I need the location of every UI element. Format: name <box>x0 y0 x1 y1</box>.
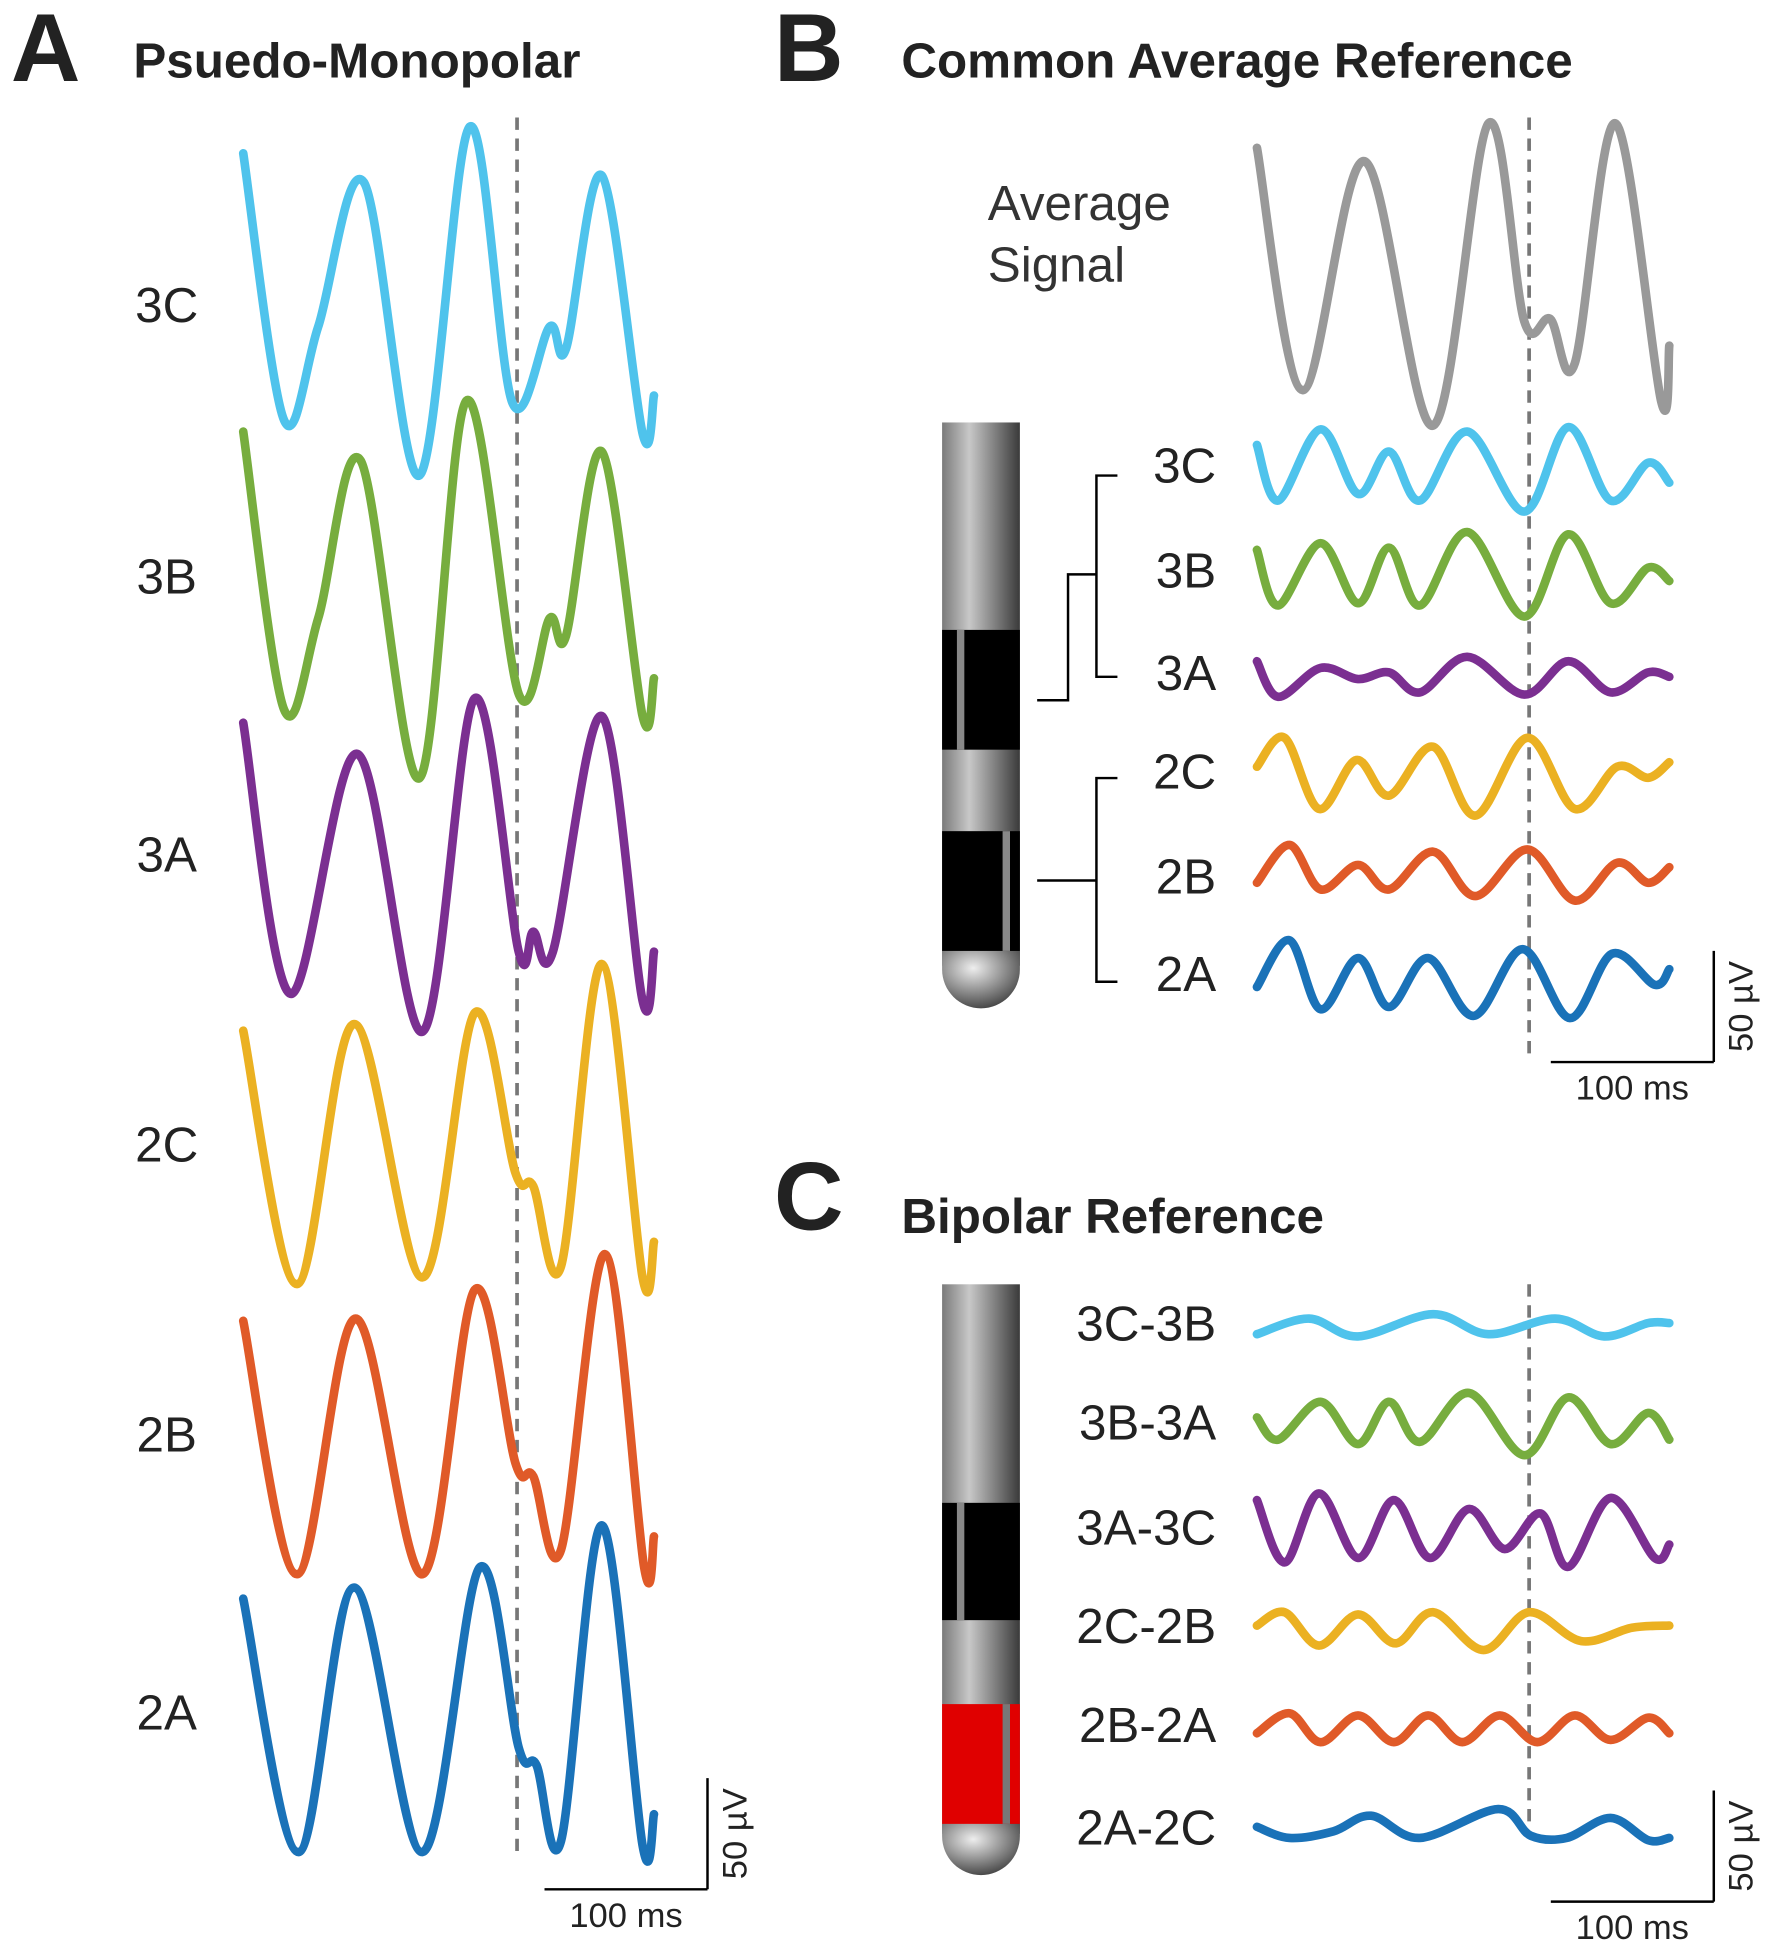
trace <box>238 1249 659 1588</box>
trace <box>1252 840 1674 905</box>
bracket <box>1037 474 1118 984</box>
trace <box>1252 1388 1674 1460</box>
scale-label-x: 100 ms <box>1576 1070 1689 1108</box>
trace <box>238 396 659 783</box>
legend-box: Average Signal <box>987 176 1171 293</box>
series-label: 2B <box>136 1408 196 1463</box>
panel-title: Bipolar Reference <box>901 1189 1324 1244</box>
trace <box>1252 652 1674 702</box>
trace <box>1252 527 1674 621</box>
trace <box>238 122 659 480</box>
series-label: 2B-2A <box>1079 1698 1216 1753</box>
series-label: 3B-3A <box>1079 1395 1216 1450</box>
panel-title: Common Average Reference <box>901 33 1572 88</box>
series-label: 3A-3C <box>1076 1500 1216 1555</box>
series-label: 3C-3B <box>1076 1297 1216 1352</box>
trace <box>1252 422 1674 516</box>
series-label: 2A <box>136 1685 196 1740</box>
trace <box>1252 118 1674 431</box>
scale-label-y: 50 µV <box>716 1788 754 1879</box>
trace <box>1252 1607 1674 1655</box>
trace <box>238 959 659 1297</box>
scale-label-y: 50 µV <box>1723 1801 1761 1892</box>
panel-title: Psuedo-Monopolar <box>133 33 580 88</box>
series-label: 2A-2C <box>1076 1800 1216 1855</box>
series-label: 2C-2B <box>1076 1599 1216 1654</box>
series-label: 2B <box>1156 850 1216 905</box>
series-label: 3A <box>1156 646 1216 701</box>
series-label: 3B <box>136 550 196 605</box>
trace <box>238 693 659 1037</box>
series-label: 3C <box>1153 438 1216 493</box>
electrode-c <box>942 1284 1020 1876</box>
panel-letter: C <box>774 1143 844 1250</box>
trace <box>1252 1708 1674 1747</box>
trace <box>1252 1309 1674 1341</box>
series-label: 3C <box>135 278 198 333</box>
trace <box>238 1520 659 1866</box>
scale-label-x: 100 ms <box>569 1897 682 1935</box>
series-label: 2A <box>1156 947 1216 1002</box>
series-label: 3B <box>1156 543 1216 598</box>
trace <box>1252 732 1674 820</box>
panel-letter: A <box>11 0 81 102</box>
trace <box>1252 1489 1674 1572</box>
series-label: 2C <box>135 1118 198 1173</box>
series-label: 2C <box>1153 745 1216 800</box>
trace <box>1252 935 1674 1023</box>
scale-label-x: 100 ms <box>1576 1909 1689 1947</box>
electrode-b <box>942 422 1020 1009</box>
panel-letter: B <box>774 0 844 102</box>
series-label: Average Signal <box>987 176 1171 293</box>
scale-label-y: 50 µV <box>1723 961 1761 1052</box>
series-label: 3A <box>136 827 196 882</box>
trace <box>1252 1804 1674 1846</box>
